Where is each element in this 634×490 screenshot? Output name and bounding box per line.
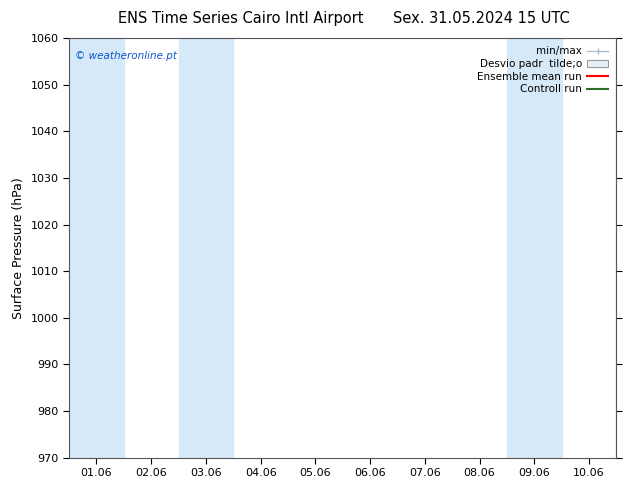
Bar <box>507 38 562 458</box>
Bar <box>179 38 233 458</box>
Legend: min/max, Desvio padr  tilde;o, Ensemble mean run, Controll run: min/max, Desvio padr tilde;o, Ensemble m… <box>474 43 611 98</box>
Y-axis label: Surface Pressure (hPa): Surface Pressure (hPa) <box>12 177 25 318</box>
Text: ENS Time Series Cairo Intl Airport: ENS Time Series Cairo Intl Airport <box>118 11 364 26</box>
Text: © weatheronline.pt: © weatheronline.pt <box>75 50 177 61</box>
Bar <box>616 38 634 458</box>
Text: Sex. 31.05.2024 15 UTC: Sex. 31.05.2024 15 UTC <box>394 11 570 26</box>
Bar <box>69 38 124 458</box>
